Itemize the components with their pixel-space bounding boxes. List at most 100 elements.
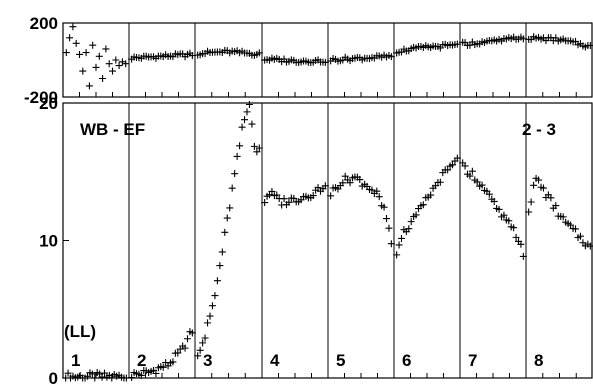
amplitude-point bbox=[327, 192, 335, 200]
amplitude-point bbox=[466, 172, 474, 180]
phase-panel-grid bbox=[63, 22, 577, 98]
amplitude-point bbox=[478, 181, 486, 189]
amplitude-point bbox=[490, 197, 498, 205]
amplitude-y-tick-label-1: 10 bbox=[39, 232, 58, 251]
amplitude-point bbox=[407, 218, 415, 226]
amplitude-point bbox=[314, 184, 322, 192]
annotation-wb-ef: WB - EF bbox=[80, 120, 145, 139]
amplitude-point bbox=[236, 142, 244, 150]
amplitude-point bbox=[495, 205, 503, 213]
amplitude-point bbox=[64, 369, 72, 377]
phase-segment-8 bbox=[525, 33, 593, 51]
amplitude-point bbox=[128, 373, 136, 381]
phase-segment-3 bbox=[194, 46, 263, 59]
amplitude-point bbox=[208, 302, 216, 310]
amplitude-point bbox=[196, 346, 204, 354]
annotation-2-3: 2 - 3 bbox=[522, 120, 556, 139]
phase-point bbox=[387, 53, 395, 61]
amplitude-point bbox=[221, 228, 229, 236]
phase-point bbox=[82, 49, 90, 57]
amplitude-point bbox=[436, 178, 444, 186]
amplitude-point bbox=[204, 319, 212, 327]
amplitude-point bbox=[525, 208, 533, 216]
amplitude-point bbox=[473, 178, 481, 186]
phase-point bbox=[105, 60, 113, 68]
amplitude-segment-8: 8 bbox=[525, 174, 593, 370]
phase-point bbox=[66, 34, 74, 42]
amplitude-point bbox=[83, 372, 91, 380]
amplitude-point bbox=[346, 179, 354, 187]
amplitude-panel-grid bbox=[63, 102, 577, 379]
amplitude-point bbox=[250, 142, 258, 150]
amplitude-point bbox=[527, 198, 535, 206]
amplitude-point bbox=[500, 211, 508, 219]
amplitude-point bbox=[449, 161, 457, 169]
amplitude-point bbox=[412, 211, 420, 219]
amplitude-segment-label-1: 1 bbox=[71, 351, 80, 370]
phase-point bbox=[62, 49, 70, 57]
amplitude-y-tick-label-2: 20 bbox=[39, 94, 58, 113]
amplitude-point bbox=[268, 187, 276, 195]
amplitude-point bbox=[380, 203, 388, 211]
amplitude-point bbox=[387, 240, 395, 248]
amplitude-point bbox=[510, 224, 518, 232]
amplitude-point bbox=[519, 252, 527, 260]
amplitude-panel-marks: 1 2 3 4 5 6 7 8 bbox=[62, 101, 593, 382]
amplitude-point bbox=[485, 190, 493, 198]
phase-point bbox=[92, 63, 100, 71]
amplitude-point bbox=[184, 335, 192, 343]
amplitude-point bbox=[395, 241, 403, 249]
amplitude-segment-3: 3 bbox=[194, 101, 263, 370]
phase-point bbox=[79, 67, 87, 75]
amplitude-point bbox=[238, 123, 246, 131]
amplitude-point bbox=[241, 116, 249, 124]
amplitude-point bbox=[174, 349, 182, 357]
phase-segment-2 bbox=[128, 49, 196, 63]
phase-y-tick-label-1: 200 bbox=[30, 14, 58, 33]
amplitude-point bbox=[223, 214, 231, 222]
amplitude-point bbox=[572, 225, 580, 233]
phase-point bbox=[99, 75, 107, 82]
phase-point bbox=[321, 58, 329, 66]
amplitude-y-tick-label-0: 0 bbox=[49, 369, 58, 386]
phase-panel-marks bbox=[62, 23, 593, 90]
amplitude-point bbox=[576, 232, 584, 240]
amplitude-point bbox=[535, 176, 543, 184]
amplitude-point bbox=[231, 170, 239, 178]
amplitude-point bbox=[273, 191, 281, 199]
phase-point bbox=[72, 39, 80, 47]
amplitude-point bbox=[280, 195, 288, 203]
amplitude-point bbox=[356, 176, 364, 184]
amplitude-point bbox=[397, 234, 405, 242]
annotation-ll: (LL) bbox=[64, 322, 96, 341]
amplitude-point bbox=[88, 370, 96, 378]
phase-point bbox=[95, 52, 103, 60]
amplitude-point bbox=[108, 374, 116, 382]
amplitude-point bbox=[206, 312, 214, 320]
amplitude-point bbox=[261, 199, 269, 207]
amplitude-point bbox=[461, 162, 469, 170]
phase-point bbox=[255, 49, 263, 57]
amplitude-point bbox=[539, 184, 547, 192]
amplitude-point bbox=[213, 277, 221, 285]
amplitude-point bbox=[547, 194, 555, 202]
amplitude-segment-2: 2 bbox=[128, 328, 196, 381]
amplitude-point bbox=[228, 184, 236, 192]
amplitude-point bbox=[91, 374, 99, 382]
amplitude-point bbox=[226, 204, 234, 212]
amplitude-segment-4: 4 bbox=[261, 182, 329, 370]
phase-point bbox=[89, 41, 97, 49]
amplitude-point bbox=[405, 225, 413, 233]
amplitude-segment-label-5: 5 bbox=[336, 351, 345, 370]
phase-segment-4 bbox=[261, 54, 329, 67]
amplitude-point bbox=[216, 262, 224, 270]
phase-point bbox=[122, 60, 130, 68]
amplitude-point bbox=[552, 202, 560, 210]
phase-panel-tick-labels: -200 200 bbox=[24, 14, 58, 107]
amplitude-point bbox=[218, 248, 226, 256]
amplitude-point bbox=[559, 213, 567, 221]
phase-y-tick-label-0: -200 bbox=[24, 88, 58, 107]
amplitude-point bbox=[419, 201, 427, 209]
amplitude-point bbox=[375, 193, 383, 201]
